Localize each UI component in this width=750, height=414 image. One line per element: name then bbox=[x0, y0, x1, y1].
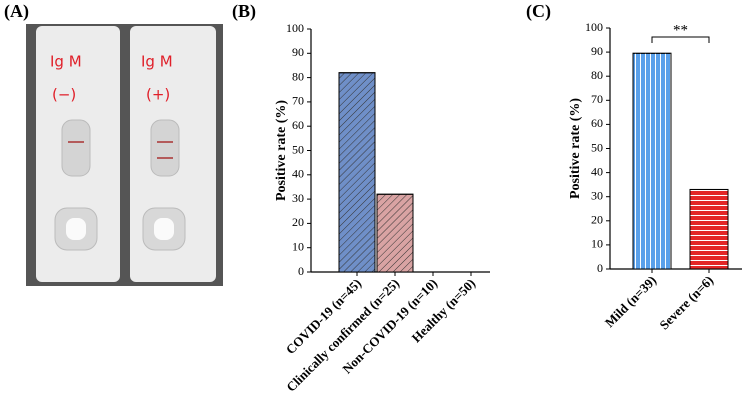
test-strip: Ig M (−) bbox=[36, 26, 120, 282]
y-tick-label: 10 bbox=[292, 239, 304, 253]
y-tick-label: 0 bbox=[597, 261, 603, 275]
y-tick-label: 90 bbox=[591, 44, 603, 58]
strip-label: Ig M bbox=[141, 53, 173, 71]
test-strip: Ig M (+) bbox=[130, 26, 216, 282]
y-tick-label: 0 bbox=[298, 264, 304, 278]
bar-hatch bbox=[338, 72, 376, 273]
x-tick-label: Severe (n=6) bbox=[656, 273, 716, 333]
significance-bracket bbox=[651, 36, 710, 43]
strip-label: Ig M bbox=[50, 53, 82, 71]
y-tick-label: 20 bbox=[591, 213, 603, 227]
y-axis-label: Positive rate (%) bbox=[568, 98, 583, 199]
bar-hatch bbox=[689, 188, 729, 270]
bar-hatch bbox=[632, 52, 672, 270]
y-tick-label: 30 bbox=[292, 191, 304, 205]
y-tick-label: 80 bbox=[591, 68, 603, 82]
y-tick-label: 100 bbox=[286, 21, 304, 35]
y-tick-label: 80 bbox=[292, 69, 304, 83]
y-tick-label: 60 bbox=[292, 118, 304, 132]
bar-hatch bbox=[376, 193, 414, 273]
strip-sign: (+) bbox=[146, 86, 170, 104]
panel-label: (C) bbox=[526, 1, 551, 22]
y-tick-label: 10 bbox=[591, 237, 603, 251]
y-tick-label: 40 bbox=[591, 164, 603, 178]
annotation: ** bbox=[673, 22, 688, 38]
strip-sign: (−) bbox=[52, 86, 76, 104]
x-tick-label: Mild (n=39) bbox=[602, 273, 659, 330]
y-tick-label: 50 bbox=[591, 140, 603, 154]
y-tick-label: 90 bbox=[292, 45, 304, 59]
y-tick-label: 70 bbox=[292, 94, 304, 108]
y-axis-label: Positive rate (%) bbox=[274, 100, 289, 201]
y-tick-label: 50 bbox=[292, 142, 304, 156]
y-tick-label: 30 bbox=[591, 188, 603, 202]
y-tick-label: 100 bbox=[585, 20, 603, 34]
panel-label: (B) bbox=[232, 1, 256, 22]
y-tick-label: 40 bbox=[292, 167, 304, 181]
y-tick-label: 60 bbox=[591, 116, 603, 130]
y-tick-label: 20 bbox=[292, 215, 304, 229]
y-tick-label: 70 bbox=[591, 92, 603, 106]
panel-label: (A) bbox=[4, 1, 29, 22]
